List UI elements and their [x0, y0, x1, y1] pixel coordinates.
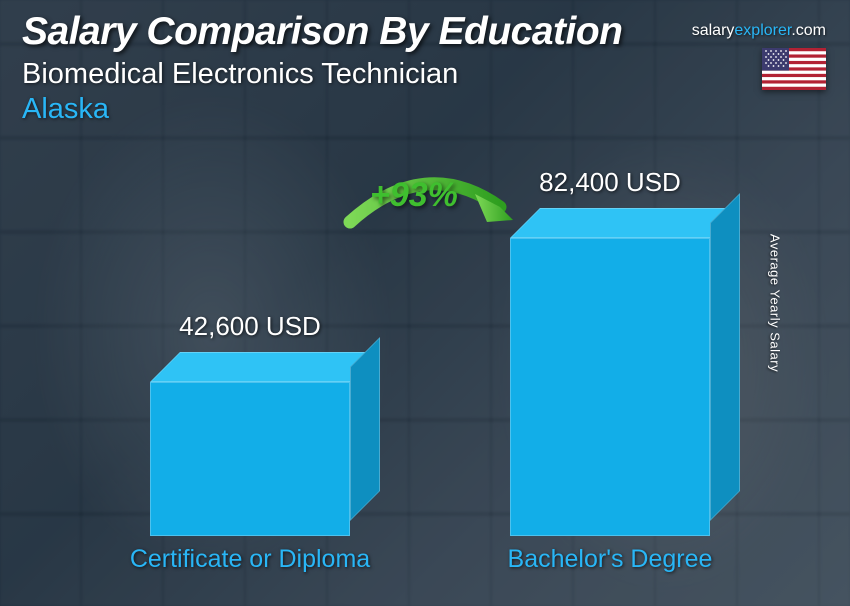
- bar-group-certificate: 42,600 USD Certificate or Diploma: [100, 382, 400, 536]
- page-location: Alaska: [22, 93, 828, 126]
- bar-value-bachelor: 82,400 USD: [460, 167, 760, 198]
- bar-label-certificate: Certificate or Diploma: [100, 545, 400, 574]
- bar-value-certificate: 42,600 USD: [100, 311, 400, 342]
- brand-suffix: .com: [791, 22, 826, 39]
- percent-change: +93%: [370, 176, 458, 215]
- bar-group-bachelor: 82,400 USD Bachelor's Degree: [460, 238, 760, 536]
- bar-bachelor: [510, 238, 710, 536]
- bar-top-face: [510, 208, 740, 238]
- bar-front-face: [510, 238, 710, 536]
- bar-front-face: [150, 382, 350, 536]
- flag-icon: [762, 48, 826, 90]
- brand-accent: explorer: [734, 22, 791, 39]
- chart-area: +93% 42,600 USD Certificate or Diploma 8…: [60, 180, 770, 578]
- bar-top-face: [150, 352, 380, 382]
- bar-certificate: [150, 382, 350, 536]
- brand-text: salaryexplorer.com: [692, 22, 826, 40]
- bar-label-bachelor: Bachelor's Degree: [460, 545, 760, 574]
- bar-side-face: [350, 337, 380, 521]
- bar-side-face: [710, 193, 740, 521]
- brand-prefix: salary: [692, 22, 735, 39]
- page-subtitle: Biomedical Electronics Technician: [22, 58, 828, 91]
